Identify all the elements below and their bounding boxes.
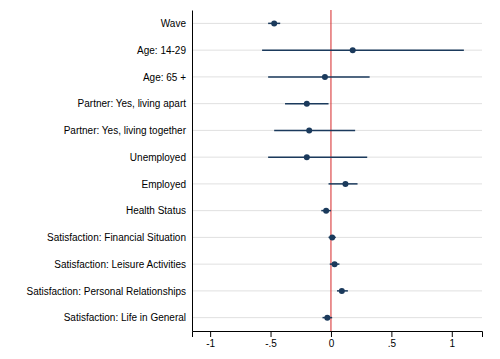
grid-line bbox=[192, 317, 482, 318]
grid-line bbox=[192, 103, 482, 104]
grid-line bbox=[192, 76, 482, 77]
x-tick: -1 bbox=[206, 331, 215, 349]
x-tick-mark bbox=[271, 331, 272, 337]
x-tick-mark bbox=[452, 331, 453, 337]
y-axis-line bbox=[192, 11, 193, 332]
x-axis-line bbox=[193, 332, 483, 338]
grid-line bbox=[192, 157, 482, 158]
coefficient-dot bbox=[304, 154, 310, 160]
y-tick-label: Partner: Yes, living apart bbox=[78, 98, 187, 109]
y-tick-label: Satisfaction: Leisure Activities bbox=[54, 259, 186, 270]
grid-line bbox=[192, 50, 482, 51]
coefficient-dot bbox=[304, 101, 310, 107]
y-tick-label: Unemployed bbox=[130, 152, 186, 163]
y-tick: Unemployed bbox=[130, 152, 192, 163]
x-tick-label: -1 bbox=[206, 338, 215, 349]
x-tick: 0 bbox=[329, 331, 335, 349]
grid-line bbox=[192, 210, 482, 211]
x-axis: -1 -.5 0 .5 1 bbox=[193, 331, 483, 349]
coefficient-dot bbox=[306, 127, 312, 133]
chart: -1 -.5 0 .5 1 Wave Age: 14-29 Age: 65 + Partner:… bbox=[0, 0, 500, 359]
y-axis: Wave Age: 14-29 Age: 65 + Partner: Yes, liv… bbox=[26, 11, 192, 332]
y-tick-label: Wave bbox=[161, 18, 187, 29]
coefficient-dot bbox=[324, 315, 330, 321]
grid-line bbox=[192, 183, 482, 184]
x-tick: .5 bbox=[388, 331, 397, 349]
y-tick-label: Employed bbox=[142, 179, 186, 190]
y-tick-label: Age: 65 + bbox=[143, 72, 186, 83]
y-tick: Partner: Yes, living apart bbox=[78, 98, 192, 109]
y-tick: Satisfaction: Financial Situation bbox=[47, 232, 192, 243]
x-tick-mark bbox=[331, 331, 332, 337]
coefficient-dot bbox=[322, 74, 328, 80]
y-tick: Health Status bbox=[126, 205, 192, 216]
x-tick-mark bbox=[210, 331, 211, 337]
y-tick: Age: 14-29 bbox=[137, 45, 192, 56]
coefficient-dot bbox=[271, 20, 277, 26]
y-tick-label: Satisfaction: Financial Situation bbox=[47, 232, 186, 243]
x-tick: -.5 bbox=[265, 331, 277, 349]
coefficient-dot bbox=[350, 47, 356, 53]
grid-line bbox=[192, 23, 482, 24]
x-tick-mark bbox=[391, 331, 392, 337]
marks bbox=[262, 10, 464, 331]
x-tick-label: 1 bbox=[450, 338, 456, 349]
coefficient-dot bbox=[339, 288, 345, 294]
coefficient-dot bbox=[323, 208, 329, 214]
grid-line bbox=[192, 237, 482, 238]
y-tick-label: Health Status bbox=[126, 205, 186, 216]
y-tick-label: Satisfaction: Personal Relationships bbox=[26, 286, 186, 297]
confidence-interval bbox=[268, 156, 367, 158]
grid-line bbox=[192, 290, 482, 291]
coefficient-dot bbox=[342, 181, 348, 187]
x-tick: 1 bbox=[450, 331, 456, 349]
y-tick: Partner: Yes, living together bbox=[64, 125, 192, 136]
reference-line bbox=[330, 10, 331, 331]
y-tick: Wave bbox=[161, 18, 192, 29]
y-tick: Employed bbox=[142, 179, 192, 190]
grid-line bbox=[192, 130, 482, 131]
y-tick: Satisfaction: Personal Relationships bbox=[26, 286, 192, 297]
y-tick: Age: 65 + bbox=[143, 72, 192, 83]
y-tick-label: Satisfaction: Life in General bbox=[64, 312, 186, 323]
confidence-interval bbox=[268, 76, 370, 78]
y-tick-label: Partner: Yes, living together bbox=[64, 125, 187, 136]
grid bbox=[192, 23, 482, 317]
x-tick-label: 0 bbox=[329, 338, 335, 349]
coefficient-dot bbox=[329, 234, 335, 240]
y-tick-label: Age: 14-29 bbox=[137, 45, 186, 56]
y-tick: Satisfaction: Leisure Activities bbox=[54, 259, 192, 270]
confidence-interval bbox=[274, 130, 355, 132]
coefficient-dot bbox=[332, 261, 338, 267]
x-tick-label: .5 bbox=[388, 338, 397, 349]
confidence-interval bbox=[262, 49, 464, 51]
y-tick: Satisfaction: Life in General bbox=[64, 312, 192, 323]
x-tick-label: -.5 bbox=[265, 338, 277, 349]
plot: -1 -.5 0 .5 1 Wave Age: 14-29 Age: 65 + Partner:… bbox=[26, 10, 482, 349]
